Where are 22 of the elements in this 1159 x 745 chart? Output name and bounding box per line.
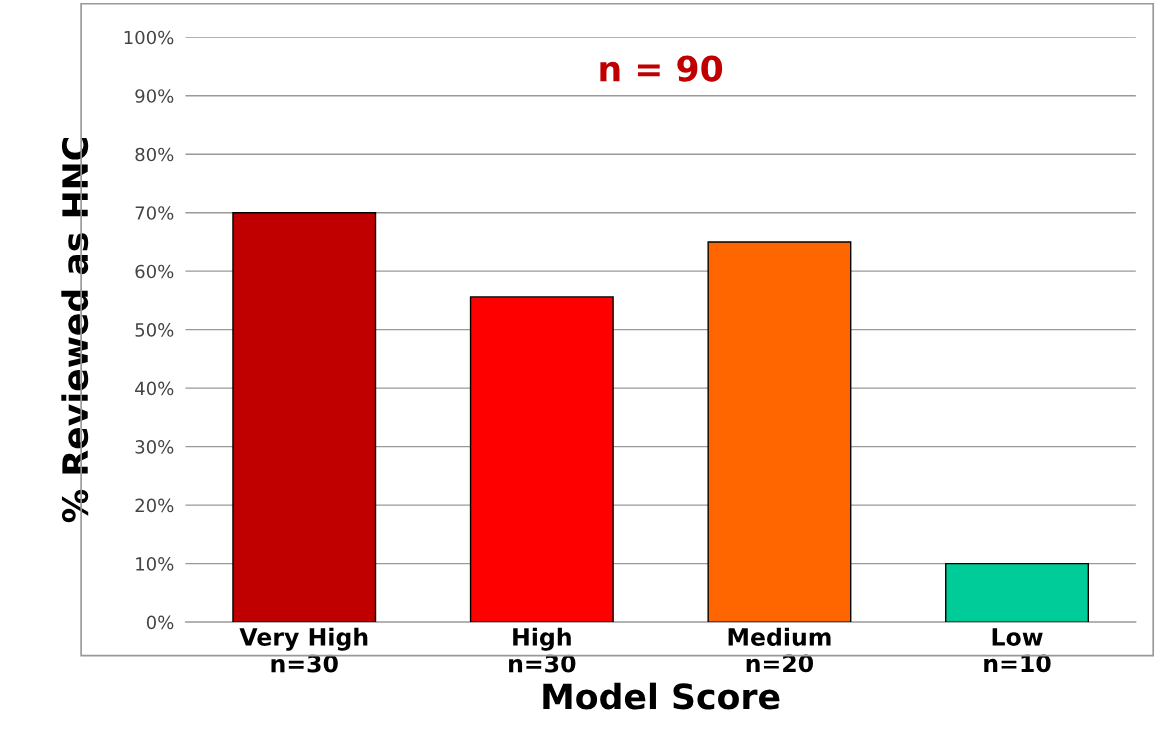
y-tick-label: 0% [146,615,174,630]
x-axis-title: Model Score [543,682,780,710]
chart-title: n = 90 [600,55,723,82]
bar [469,296,614,623]
y-tick-label: 10% [136,557,174,571]
bar [232,212,377,623]
x-tick-label: Low n=10 [984,628,1051,673]
y-tick-label: 40% [135,381,174,396]
y-tick-label: 90% [135,89,174,103]
y-tick-label: 30% [135,440,174,454]
x-tick-label: Very High n=30 [239,627,368,673]
x-tick-label: Medium n=20 [728,627,831,673]
y-tick-label: 50% [135,323,174,337]
bar [707,241,852,623]
y-tick-label: 70% [135,206,174,220]
y-tick-label: 60% [135,264,174,279]
bar [945,562,1089,623]
y-axis-title: % Reviewed as HNC [61,138,89,523]
y-tick-label: 100% [124,30,174,45]
y-tick-label: 20% [135,498,174,513]
x-tick-label: High n=30 [509,627,576,673]
y-tick-label: 80% [135,147,174,162]
